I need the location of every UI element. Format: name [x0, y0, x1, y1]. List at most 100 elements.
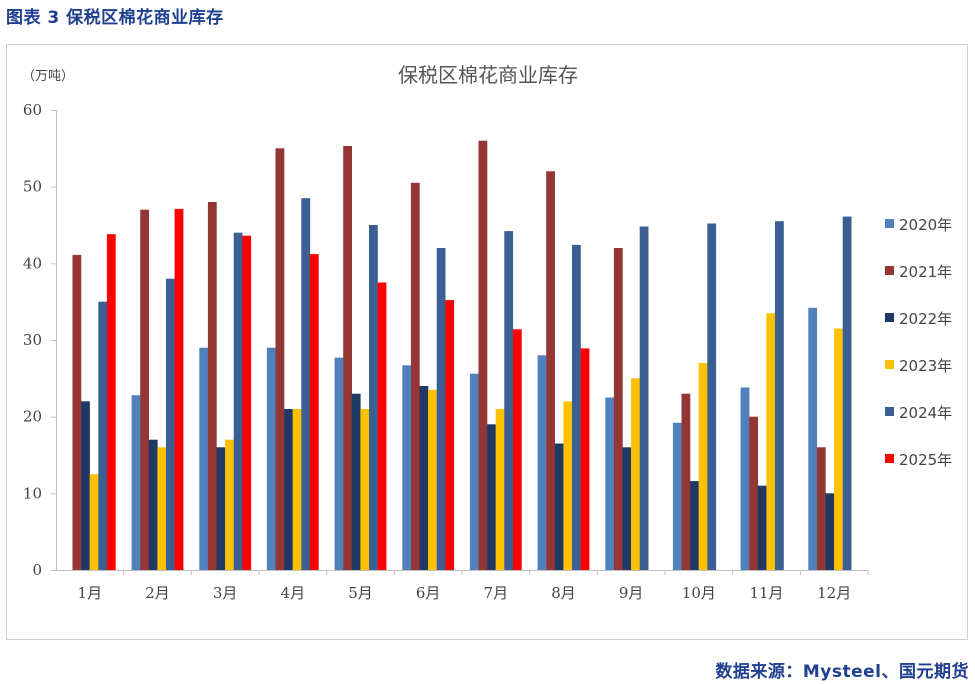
- y-axis-unit: （万吨）: [22, 69, 74, 84]
- legend-swatch-2020年: [885, 219, 894, 228]
- x-tick-label: 1月: [78, 584, 103, 602]
- bar-2020年-3月: [199, 347, 209, 570]
- bar-2022年-7月: [487, 424, 496, 570]
- bar-2022年-4月: [284, 409, 293, 570]
- bar-2020年-2月: [131, 395, 141, 570]
- bar-2021年-8月: [546, 171, 555, 571]
- x-tick-label: 4月: [281, 584, 306, 602]
- bar-2025年-6月: [445, 300, 455, 570]
- bar-2022年-12月: [825, 493, 835, 570]
- bar-2025年-3月: [242, 235, 252, 570]
- bar-2020年-6月: [402, 365, 412, 570]
- bar-2020年-10月: [672, 422, 682, 570]
- bar-2021年-10月: [681, 393, 691, 570]
- legend-label-2020年: 2020年: [899, 216, 952, 234]
- y-tick-label: 10: [23, 484, 42, 502]
- y-tick-label: 50: [23, 178, 42, 196]
- bar-2023年-5月: [360, 409, 370, 570]
- x-tick-label: 12月: [817, 584, 851, 602]
- x-tick-label: 6月: [416, 584, 441, 602]
- bar-2020年-12月: [808, 307, 818, 570]
- bar-2024年-2月: [166, 278, 175, 570]
- bar-2022年-1月: [81, 401, 90, 570]
- bar-2021年-1月: [72, 254, 82, 570]
- bar-2024年-4月: [301, 198, 311, 570]
- bar-2025年-1月: [106, 234, 116, 570]
- bar-2021年-9月: [613, 248, 623, 570]
- x-tick-label: 7月: [484, 584, 509, 602]
- bar-2024年-11月: [775, 221, 784, 570]
- x-tick-label: 5月: [348, 584, 373, 602]
- x-tick-label: 11月: [749, 584, 783, 602]
- bar-2021年-6月: [410, 182, 420, 571]
- legend-label-2023年: 2023年: [899, 357, 952, 375]
- legend-swatch-2021年: [885, 266, 894, 275]
- bar-2022年-5月: [351, 393, 361, 570]
- bar-2023年-11月: [766, 313, 776, 570]
- bar-2022年-9月: [622, 447, 632, 570]
- legend-label-2021年: 2021年: [899, 263, 952, 281]
- bar-2025年-8月: [580, 348, 590, 570]
- bar-2021年-12月: [816, 447, 826, 570]
- bar-2023年-6月: [428, 389, 437, 570]
- bar-2021年-7月: [478, 140, 488, 570]
- bar-2023年-2月: [157, 447, 167, 570]
- bar-2020年-5月: [334, 357, 344, 570]
- bar-2024年-3月: [233, 232, 243, 570]
- legend-swatch-2022年: [885, 313, 894, 322]
- bar-2021年-2月: [140, 209, 149, 570]
- chart-title: 保税区棉花商业库存: [398, 63, 578, 87]
- x-tick-label: 10月: [682, 584, 716, 602]
- bar-2022年-2月: [148, 439, 158, 570]
- x-tick-label: 8月: [551, 584, 576, 602]
- legend-label-2022年: 2022年: [899, 310, 952, 328]
- bar-2022年-11月: [757, 485, 767, 570]
- legend-label-2025年: 2025年: [899, 451, 952, 469]
- x-tick-label: 9月: [619, 584, 644, 602]
- bar-2025年-4月: [309, 254, 319, 570]
- bar-2025年-5月: [377, 282, 387, 570]
- bar-2025年-2月: [174, 208, 184, 570]
- bar-2023年-8月: [563, 401, 573, 570]
- legend-swatch-2024年: [885, 407, 894, 416]
- bar-2024年-6月: [436, 248, 446, 570]
- bar-2022年-6月: [419, 386, 429, 570]
- legend-swatch-2025年: [885, 454, 894, 463]
- bar-2023年-3月: [225, 439, 234, 570]
- bar-2024年-10月: [707, 223, 717, 570]
- bar-2020年-8月: [537, 355, 547, 570]
- bar-2022年-10月: [690, 481, 699, 570]
- bar-2024年-1月: [98, 301, 108, 570]
- bar-2023年-10月: [698, 363, 708, 570]
- y-tick-label: 0: [32, 561, 42, 579]
- bar-2020年-7月: [469, 373, 479, 570]
- y-tick-label: 60: [23, 101, 42, 119]
- bar-2023年-9月: [631, 378, 640, 570]
- x-tick-label: 2月: [145, 584, 170, 602]
- bar-2020年-11月: [740, 387, 750, 570]
- bar-2022年-8月: [554, 443, 564, 570]
- bar-2023年-12月: [834, 328, 843, 570]
- bar-2020年-4月: [266, 347, 276, 570]
- legend-swatch-2023年: [885, 360, 894, 369]
- bar-2025年-7月: [512, 329, 522, 570]
- bar-2024年-12月: [842, 216, 852, 570]
- bar-2024年-9月: [639, 226, 649, 570]
- bar-2022年-3月: [216, 447, 226, 570]
- bar-2021年-11月: [749, 416, 758, 570]
- x-tick-label: 3月: [213, 584, 238, 602]
- y-tick-label: 30: [23, 331, 42, 349]
- bar-2023年-7月: [495, 409, 505, 570]
- legend-label-2024年: 2024年: [899, 404, 952, 422]
- bar-2021年-5月: [343, 146, 352, 570]
- bar-2024年-8月: [572, 244, 581, 570]
- source-note: 数据来源：Mysteel、国元期货: [715, 662, 969, 682]
- bar-2023年-1月: [89, 474, 99, 570]
- bar-2024年-7月: [504, 231, 514, 570]
- bar-2023年-4月: [292, 409, 302, 570]
- y-tick-label: 20: [23, 408, 42, 426]
- bar-2020年-9月: [605, 397, 615, 570]
- y-tick-label: 40: [23, 254, 42, 272]
- figure-label: 图表 3 保税区棉花商业库存: [6, 8, 224, 28]
